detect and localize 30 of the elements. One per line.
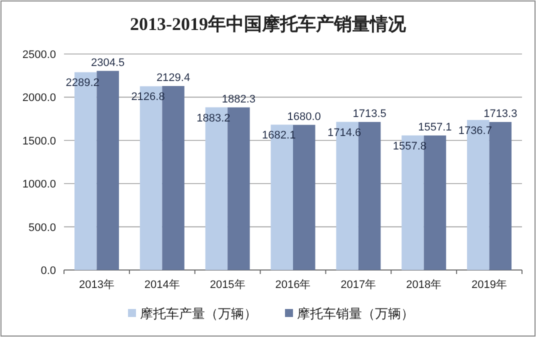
data-label: 1736.7 [458,124,492,137]
chart-title: 2013-2019年中国摩托车产销量情况 [130,14,407,34]
data-label: 2289.2 [66,77,100,90]
data-label: 1680.0 [287,110,321,123]
data-label: 1682.1 [262,130,296,142]
y-tick-label: 2000.0 [22,92,56,104]
x-tick-label: 2015年 [210,279,246,291]
data-label: 1557.1 [418,121,452,134]
x-tick-label: 2019年 [472,279,508,291]
y-tick-label: 1500.0 [22,135,56,148]
legend-label: 摩托车销量（万辆） [297,306,414,321]
x-tick-label: 2013年 [78,279,114,291]
y-tick-label: 0.0 [40,265,56,277]
data-label: 1557.8 [392,140,427,152]
data-label: 2304.5 [91,56,125,69]
data-label: 1882.3 [222,93,256,106]
y-tick-label: 500.0 [28,222,56,234]
x-tick-label: 2018年 [406,279,442,291]
y-tick-label: 1000.0 [22,178,56,191]
data-label: 1883.2 [196,112,230,124]
data-label: 2126.8 [131,91,165,104]
data-label: 1713.5 [352,108,386,120]
x-tick-label: 2014年 [144,279,180,291]
x-tick-label: 2017年 [340,279,376,291]
data-label: 2129.4 [156,72,190,84]
x-tick-label: 2016年 [275,279,311,291]
y-tick-label: 2500.0 [22,49,56,61]
legend-label: 摩托车产量（万辆） [140,306,257,321]
data-label: 1714.6 [327,126,362,139]
data-label: 1713.3 [484,108,518,120]
